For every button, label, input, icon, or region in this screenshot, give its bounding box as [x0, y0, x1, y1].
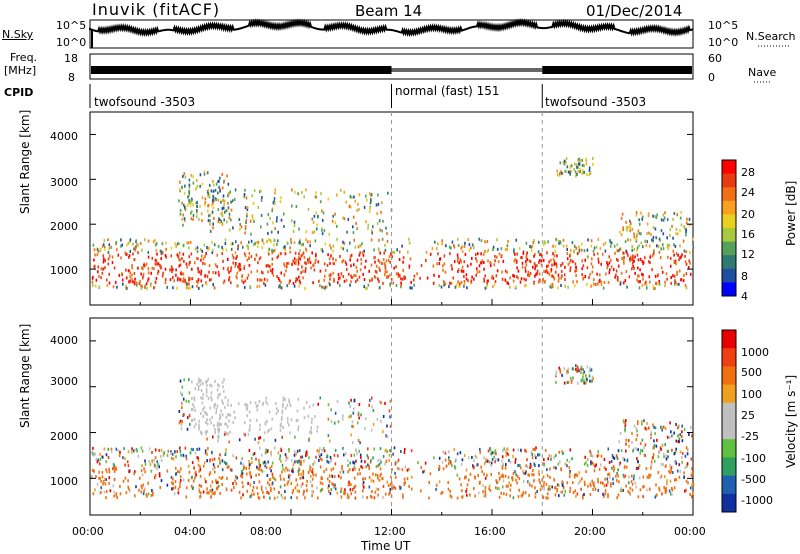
velocity-y-tick: 4000 — [50, 334, 78, 347]
power-y-tick: 2000 — [50, 220, 78, 233]
velocity-colorbar — [721, 329, 737, 513]
nsky-tick-bottom: 10^0 — [56, 36, 87, 49]
nsky-tick-top: 10^5 — [56, 19, 87, 32]
nsky-label: N.Sky — [2, 28, 34, 41]
freq-label: Freq. — [10, 51, 38, 64]
cpid-segment-label: twofsound -3503 — [545, 95, 647, 109]
power-colorbar-swatch — [722, 173, 736, 188]
power-y-tick: 1000 — [50, 264, 78, 277]
velocity-cbar-tick: 500 — [741, 366, 762, 379]
x-tick: 16:00 — [474, 525, 506, 538]
velocity-cbar-tick: -100 — [741, 452, 766, 465]
velocity-cbar-tick: 100 — [741, 388, 762, 401]
nsearch-label: N.Search — [746, 30, 796, 43]
power-scatter — [91, 157, 695, 290]
power-cbar-tick: 12 — [741, 248, 755, 261]
velocity-cbar-tick: -500 — [741, 473, 766, 486]
power-colorbar-swatch — [722, 214, 736, 229]
power-cbar-tick: 28 — [741, 166, 755, 179]
power-colorbar-swatch — [722, 187, 736, 202]
cpid-label: CPID — [4, 86, 34, 99]
freq-tick-top: 18 — [64, 52, 78, 65]
power-cbar-tick: 20 — [741, 208, 755, 221]
nsearch-tick-top: 10^5 — [708, 19, 739, 32]
nsearch-tick-bottom: 10^0 — [708, 36, 739, 49]
velocity-colorbar-swatch — [722, 439, 736, 458]
power-cbar-tick: 8 — [741, 270, 748, 283]
nave-label: Nave — [748, 66, 777, 79]
power-cbar-tick: 16 — [741, 228, 755, 241]
freq-band — [391, 68, 543, 72]
cpid-segment-label: twofsound -3503 — [94, 95, 196, 109]
nave-tick-top: 60 — [708, 52, 722, 65]
velocity-colorbar-swatch — [722, 421, 736, 440]
velocity-cbar-tick: -25 — [741, 430, 759, 443]
velocity-colorbar-swatch — [722, 475, 736, 495]
velocity-colorbar-swatch — [722, 384, 736, 404]
x-tick: 00:00 — [674, 525, 706, 538]
power-colorbar-swatch — [722, 228, 736, 243]
x-tick: 08:00 — [250, 525, 282, 538]
velocity-y-tick: 2000 — [50, 430, 78, 443]
velocity-y-tick: 3000 — [50, 375, 78, 388]
power-cbar-tick: 4 — [741, 290, 748, 303]
freq-band — [91, 66, 392, 74]
x-tick: 00:00 — [72, 525, 104, 538]
x-tick: 20:00 — [574, 525, 606, 538]
x-tick: 04:00 — [174, 525, 206, 538]
station-title: Inuvik (fitACF) — [92, 0, 221, 19]
power-colorbar-swatch — [722, 241, 736, 256]
nsky-trace — [89, 17, 694, 38]
velocity-colorbar-swatch — [722, 402, 736, 422]
x-tick: 12:00 — [374, 525, 406, 538]
freq-tick-bottom: 8 — [68, 71, 75, 84]
velocity-colorbar-swatch — [722, 348, 736, 367]
freq-band — [542, 66, 692, 74]
velocity-y-tick: 1000 — [50, 475, 78, 488]
power-colorbar-swatch — [722, 255, 736, 270]
nave-tick-bottom: 0 — [708, 71, 715, 84]
velocity-cbar-tick: -1000 — [741, 494, 773, 507]
velocity-cbar-tick: 25 — [741, 409, 755, 422]
power-y-tick: 4000 — [50, 130, 78, 143]
power-colorbar-swatch — [722, 282, 736, 297]
nsky-panel — [89, 19, 694, 49]
velocity-scatter — [90, 364, 695, 500]
power-colorbar-swatch — [722, 268, 736, 283]
velocity-colorbar-swatch — [722, 493, 736, 513]
freq-unit-label: [MHz] — [4, 64, 37, 77]
velocity-colorbar-swatch — [722, 457, 736, 477]
velocity-cbar-tick: 1000 — [741, 346, 769, 359]
power-colorbar-swatch — [722, 160, 736, 175]
velocity-colorbar-swatch — [722, 366, 736, 386]
freq-panel — [89, 53, 694, 80]
date-title: 01/Dec/2014 — [586, 2, 683, 20]
power-colorbar — [721, 159, 737, 297]
power-y-tick: 3000 — [50, 176, 78, 189]
power-cbar-tick: 24 — [741, 186, 755, 199]
beam-title: Beam 14 — [355, 2, 423, 20]
cpid-segment-label: normal (fast) 151 — [395, 84, 500, 98]
x-axis-label: Time UT — [361, 539, 411, 553]
velocity-colorbar-swatch — [722, 330, 736, 349]
power-colorbar-swatch — [722, 200, 736, 215]
